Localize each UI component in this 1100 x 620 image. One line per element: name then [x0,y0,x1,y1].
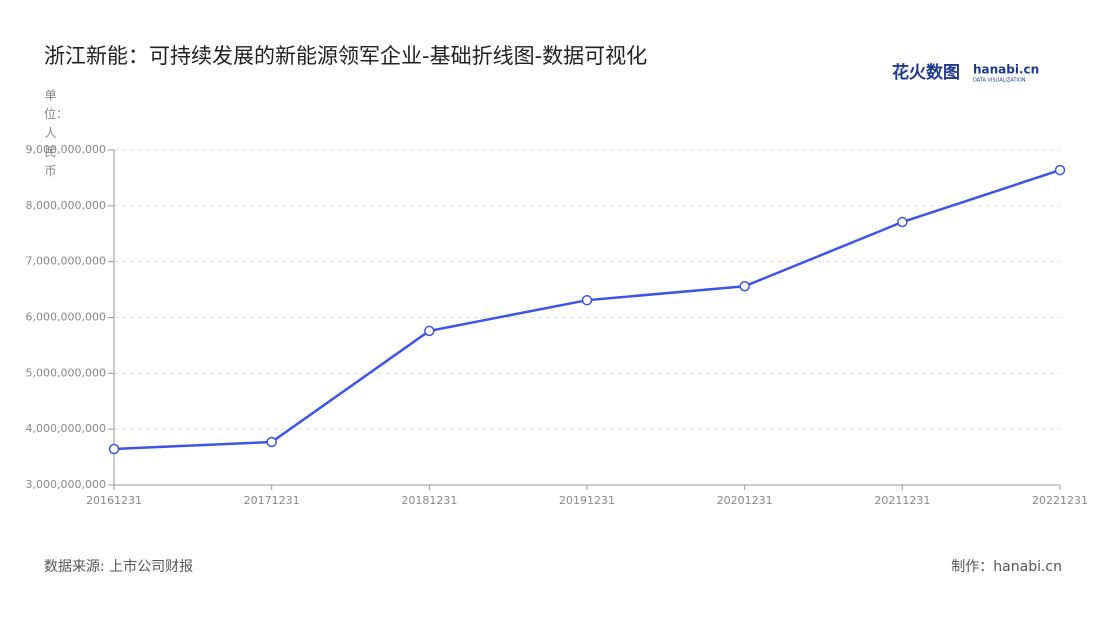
y-tick-label: 4,000,000,000 [26,422,106,435]
x-tick-label: 20221231 [1032,494,1088,507]
x-tick-label: 20181231 [401,494,457,507]
x-tick-label: 20211231 [874,494,930,507]
point [581,294,593,306]
x-tick-label: 20191231 [559,494,615,507]
source: 数据来源: 上市公司财报 [44,558,193,575]
x-tick-label: 20201231 [717,494,773,507]
y-axis-label: 单位：人民币 [44,88,69,178]
point [897,216,908,228]
y-tick-label: 5,000,000,000 [26,366,106,379]
y-tick-label: 8,000,000,000 [26,199,106,212]
x-tick-label: 20161231 [86,494,142,507]
line [113,168,1061,451]
y-tick-label: 6,000,000,000 [26,311,106,324]
y-tick-label: 9,000,000,000 [26,143,106,156]
point [739,280,750,292]
y-tick-label: 7,000,000,000 [26,255,106,268]
x-tick-label: 20171231 [244,494,300,507]
point [1054,164,1066,176]
point [108,443,120,455]
logo-en: hanabi.cn [973,63,1039,77]
logo-sub: DATA VISUALIZATION [973,78,1026,84]
logo-cn: 花火数图 [892,62,960,83]
chart-title: 浙江新能：可持续发展的新能源领军企业-基础折线图-数据可视化 [44,44,647,68]
y-tick-label: 3,000,000,000 [26,478,106,491]
point [424,325,435,337]
point [266,436,277,448]
credit: 制作：hanabi.cn [951,559,1062,575]
